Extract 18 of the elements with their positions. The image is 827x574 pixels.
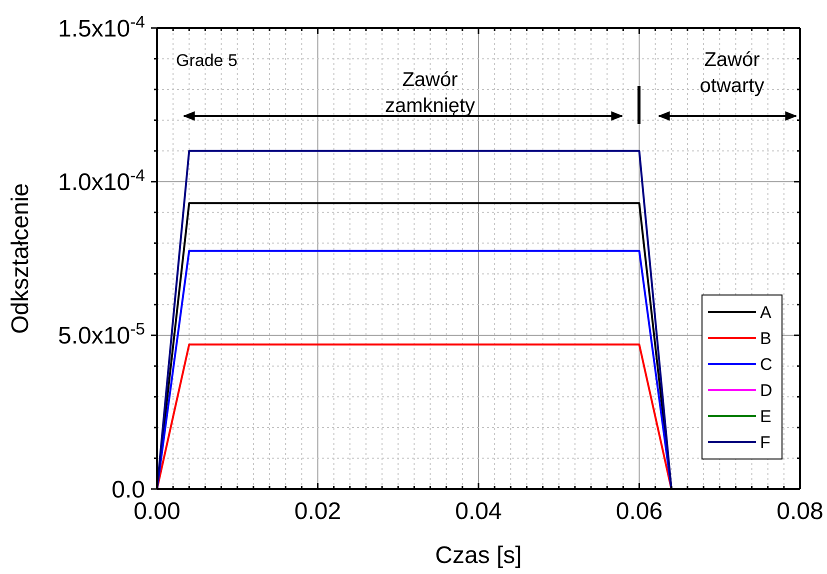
x-tick-label: 0.08 xyxy=(776,498,824,525)
y-axis-title: Odkształcenie xyxy=(7,183,34,334)
y-tick-label: 1.0x10$^{-4}$ xyxy=(58,166,145,196)
legend-label: C xyxy=(760,354,772,374)
x-tick-label: 0.06 xyxy=(616,498,663,525)
legend-label: F xyxy=(760,432,770,452)
y-tick-label: 5.0x10$^{-5}$ xyxy=(58,319,145,350)
x-tick-label: 0.04 xyxy=(455,498,502,525)
legend-label: E xyxy=(760,406,772,426)
x-tick-label: 0.02 xyxy=(294,498,342,525)
annotation: Grade 5 xyxy=(176,51,238,70)
legend-label: D xyxy=(760,380,772,400)
y-tick-label: 1.5x10$^{-4}$ xyxy=(58,12,145,42)
x-axis-title: Czas [s] xyxy=(435,542,522,569)
annotation: Zawór otwarty xyxy=(700,49,764,97)
legend-label: B xyxy=(760,328,772,348)
legend-label: A xyxy=(760,302,772,322)
annotation: Zawór zamknięty xyxy=(384,69,476,117)
